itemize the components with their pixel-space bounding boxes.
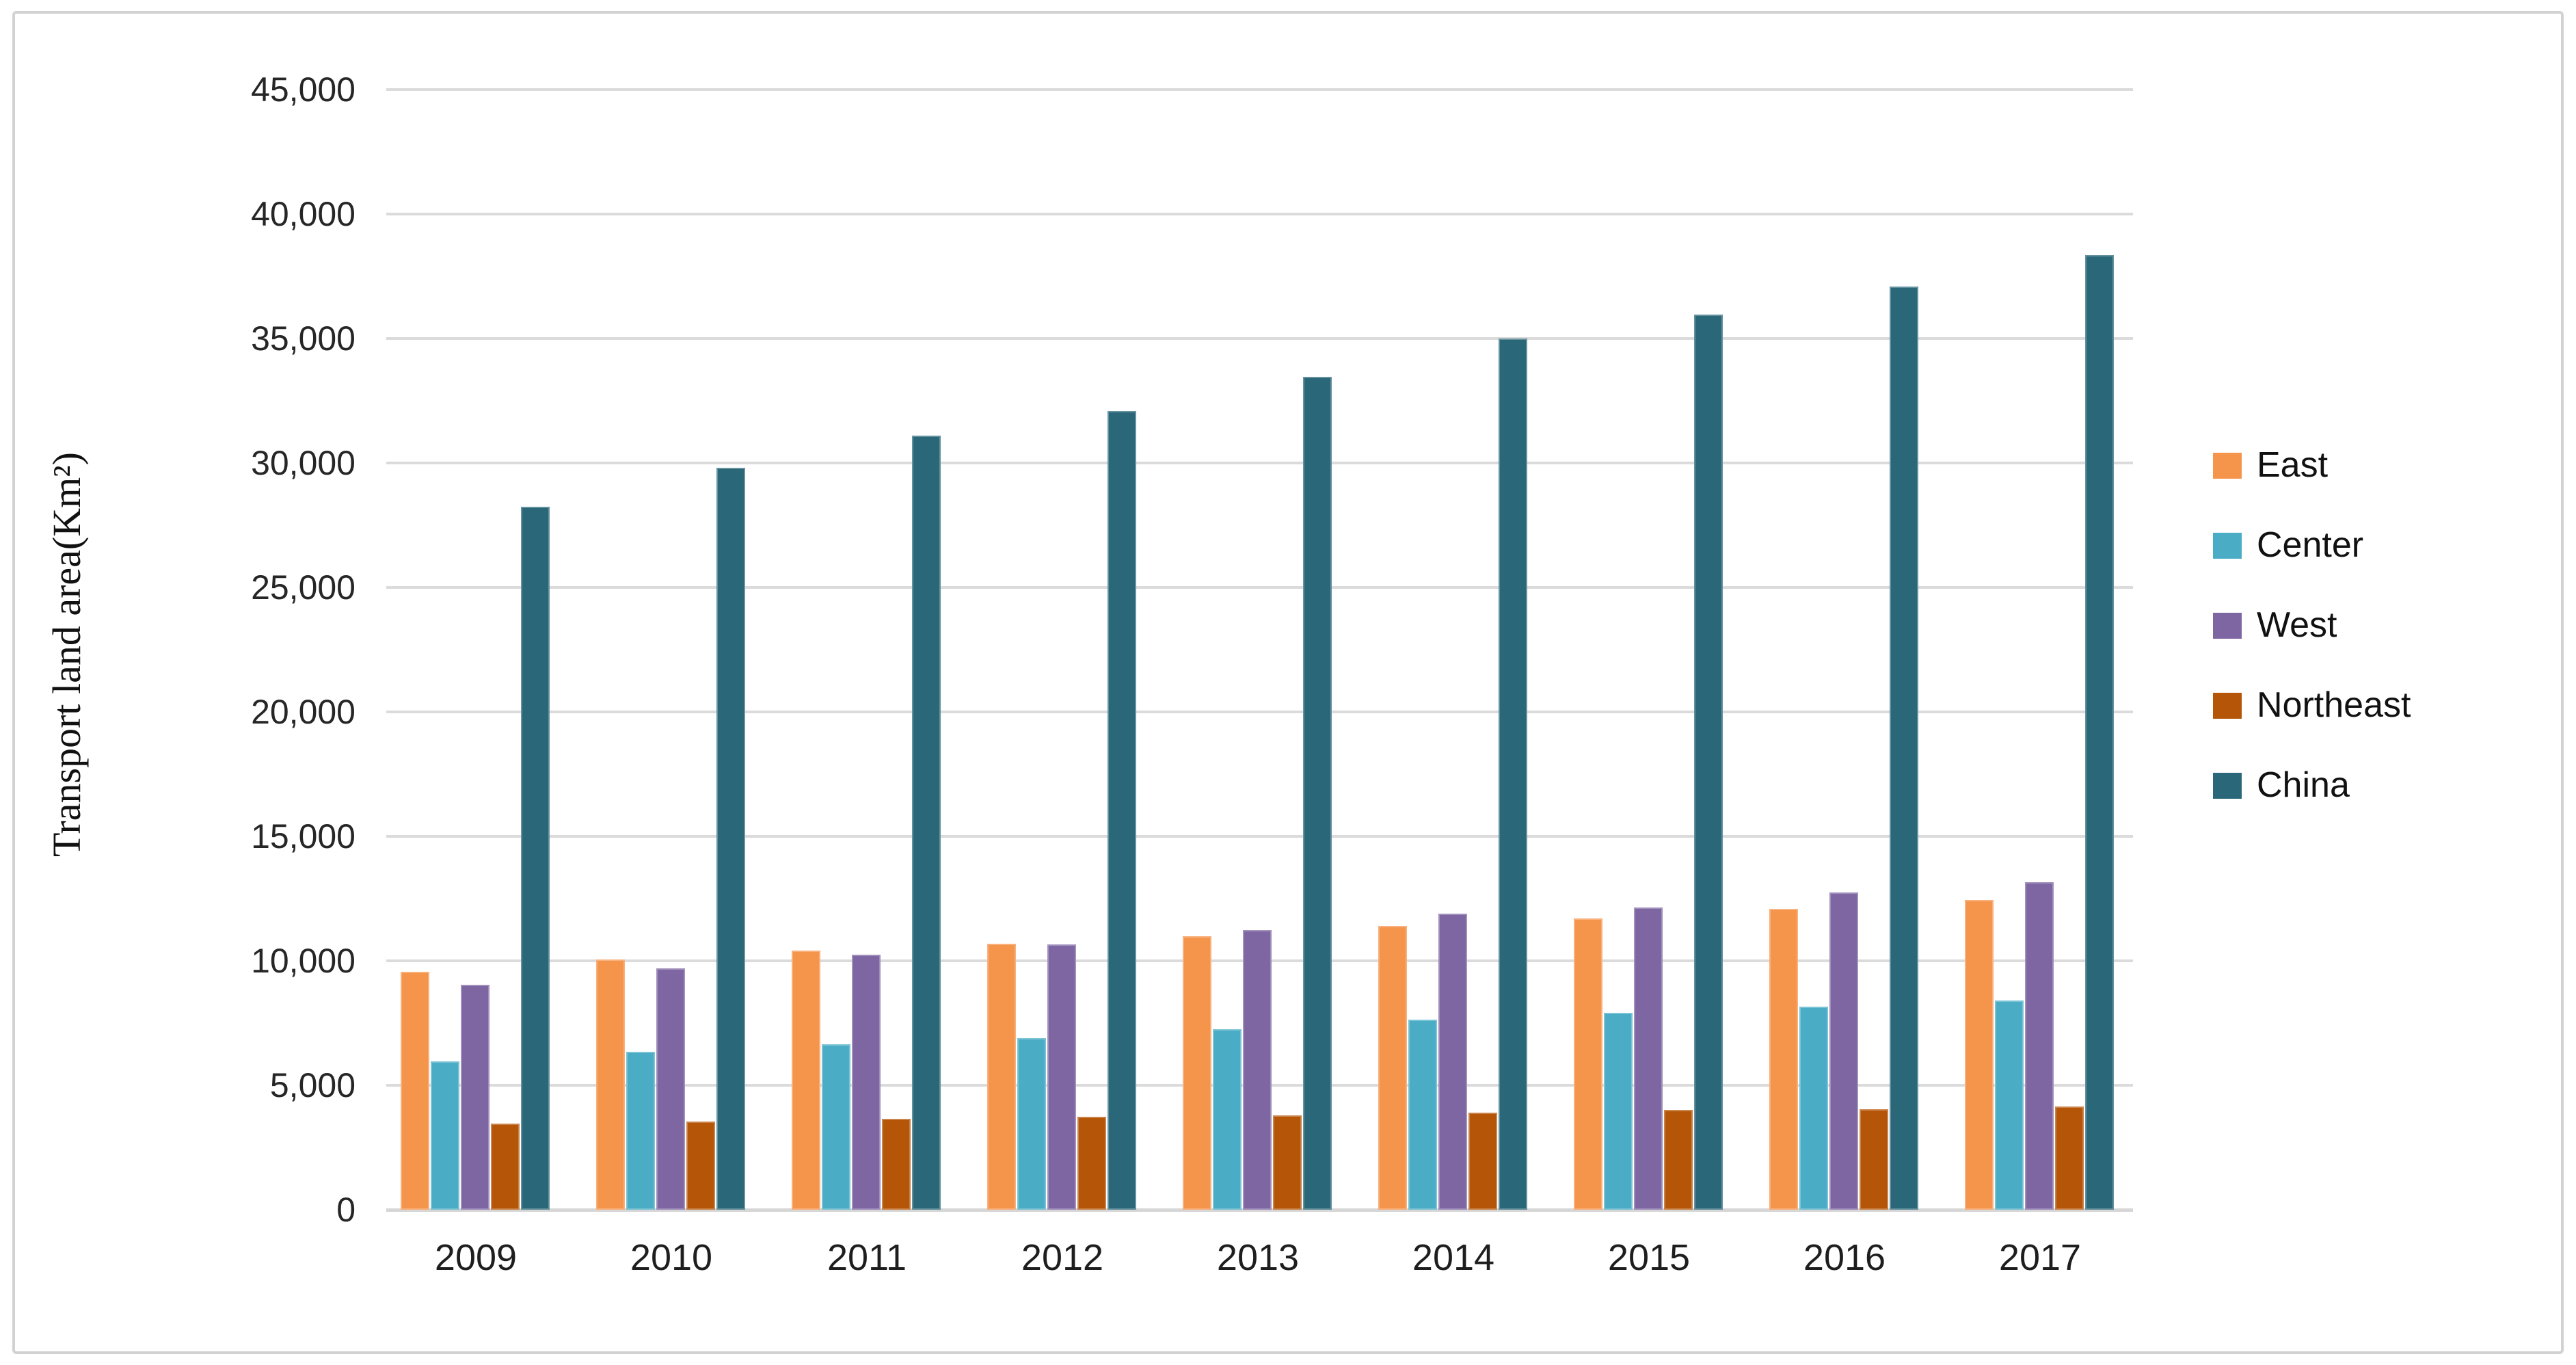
bar-west-2014	[1438, 913, 1467, 1210]
gridline	[386, 337, 2133, 340]
bar-east-2013	[1183, 936, 1211, 1210]
bar-center-2015	[1604, 1013, 1633, 1210]
bar-northeast-2017	[2055, 1106, 2084, 1210]
bar-center-2010	[626, 1051, 655, 1210]
bar-northeast-2013	[1273, 1115, 1302, 1210]
y-tick-label: 30,000	[251, 444, 355, 482]
y-tick-label: 15,000	[251, 817, 355, 856]
bar-china-2011	[912, 435, 941, 1210]
bar-china-2014	[1499, 339, 1527, 1210]
y-tick-label: 5,000	[269, 1066, 355, 1104]
bar-center-2014	[1408, 1019, 1437, 1210]
bar-center-2017	[1995, 1000, 2024, 1210]
y-tick-label: 45,000	[251, 70, 355, 109]
gridline	[386, 462, 2133, 464]
bar-china-2015	[1694, 315, 1723, 1210]
bar-china-2017	[2085, 255, 2114, 1210]
y-tick-label: 40,000	[251, 195, 355, 233]
x-tick-label-2013: 2013	[1216, 1237, 1300, 1278]
y-tick-label: 0	[336, 1191, 355, 1229]
x-tick-label-2011: 2011	[827, 1237, 907, 1278]
legend-swatch-northeast	[2213, 693, 2242, 719]
x-tick-label-2017: 2017	[1998, 1237, 2082, 1278]
legend-swatch-center	[2213, 533, 2242, 559]
legend-label-china: China	[2257, 765, 2350, 805]
bar-northeast-2009	[491, 1124, 520, 1210]
gridline	[386, 88, 2133, 91]
bar-china-2010	[716, 468, 745, 1210]
bar-northeast-2012	[1077, 1116, 1106, 1210]
gridline	[386, 711, 2133, 713]
bar-china-2009	[521, 506, 550, 1210]
bar-northeast-2011	[882, 1119, 911, 1210]
legend-label-northeast: Northeast	[2257, 685, 2411, 725]
x-tick-label-2009: 2009	[434, 1237, 518, 1278]
bar-east-2010	[596, 959, 625, 1210]
bar-east-2014	[1378, 926, 1407, 1210]
x-axis-line	[386, 1208, 2133, 1212]
gridline	[386, 835, 2133, 838]
bar-east-2017	[1965, 899, 1994, 1210]
bar-east-2016	[1769, 908, 1798, 1210]
bar-center-2011	[822, 1044, 850, 1210]
legend-swatch-east	[2213, 453, 2242, 479]
bar-west-2013	[1243, 929, 1272, 1210]
x-tick-label-2015: 2015	[1607, 1237, 1691, 1278]
bar-west-2017	[2025, 882, 2054, 1210]
bar-west-2015	[1634, 907, 1663, 1210]
bar-northeast-2016	[1860, 1109, 1888, 1210]
bar-center-2013	[1213, 1029, 1242, 1210]
bar-west-2009	[461, 984, 489, 1210]
bar-east-2011	[792, 951, 820, 1210]
bar-china-2012	[1108, 410, 1136, 1210]
y-tick-label: 20,000	[251, 693, 355, 731]
legend-label-center: Center	[2257, 525, 2364, 565]
bar-northeast-2010	[686, 1121, 715, 1210]
bar-center-2012	[1017, 1037, 1046, 1210]
gridline	[386, 586, 2133, 589]
x-tick-label-2010: 2010	[630, 1237, 713, 1278]
y-tick-label: 10,000	[251, 942, 355, 980]
bar-center-2016	[1799, 1007, 1828, 1210]
bar-center-2009	[431, 1061, 459, 1210]
gridline	[386, 213, 2133, 215]
bar-china-2013	[1303, 377, 1332, 1210]
legend-label-west: West	[2257, 605, 2337, 645]
bar-east-2015	[1574, 918, 1602, 1210]
bar-east-2009	[401, 972, 429, 1210]
bar-west-2011	[852, 954, 881, 1210]
bar-east-2012	[987, 943, 1016, 1210]
legend-swatch-china	[2213, 773, 2242, 799]
bar-west-2016	[1829, 892, 1858, 1210]
bar-china-2016	[1890, 286, 1918, 1210]
x-tick-label-2012: 2012	[1021, 1237, 1104, 1278]
bar-west-2010	[656, 968, 685, 1210]
x-tick-label-2014: 2014	[1412, 1237, 1495, 1278]
y-tick-label: 25,000	[251, 568, 355, 607]
bar-northeast-2015	[1664, 1110, 1693, 1210]
x-tick-label-2016: 2016	[1803, 1237, 1886, 1278]
y-tick-label: 35,000	[251, 319, 355, 358]
bar-northeast-2014	[1468, 1113, 1497, 1210]
legend-swatch-west	[2213, 613, 2242, 639]
bar-west-2012	[1047, 944, 1076, 1210]
legend-label-east: East	[2257, 445, 2329, 485]
